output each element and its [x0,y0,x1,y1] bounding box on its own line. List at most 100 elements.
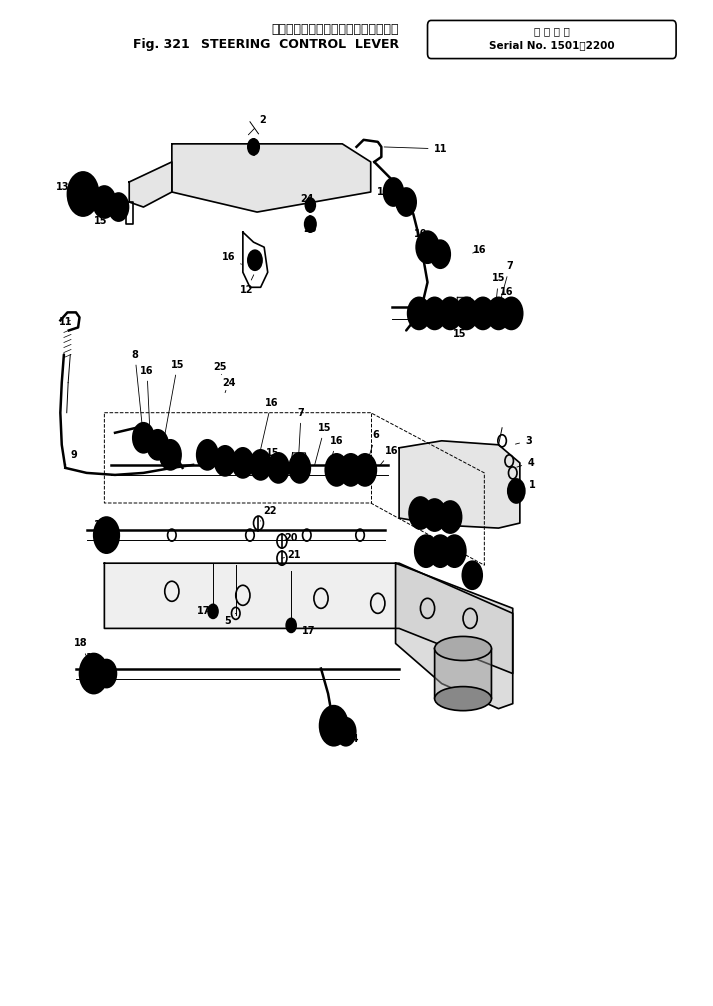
Circle shape [493,307,503,321]
Circle shape [414,307,424,321]
Text: 11: 11 [384,144,447,154]
Circle shape [232,448,254,478]
Polygon shape [104,563,513,674]
Text: 25: 25 [304,224,317,234]
Text: 16: 16 [80,199,101,209]
Text: 14: 14 [347,733,359,743]
Circle shape [133,423,154,453]
Circle shape [336,717,356,745]
Ellipse shape [435,686,491,710]
Text: 16: 16 [222,253,242,265]
Circle shape [93,517,119,553]
Circle shape [76,184,90,204]
Circle shape [422,239,434,256]
Text: 24: 24 [222,377,235,392]
Text: 6: 6 [366,430,379,467]
Circle shape [389,185,399,199]
Text: 5: 5 [224,614,236,627]
Text: 15: 15 [266,448,280,466]
Circle shape [461,307,471,321]
Circle shape [500,298,523,329]
Circle shape [443,535,466,567]
Text: 22: 22 [260,506,277,521]
Circle shape [96,660,116,687]
Text: 17: 17 [197,607,210,617]
Text: 15: 15 [434,540,447,550]
Ellipse shape [435,637,491,661]
Text: 18: 18 [74,639,93,671]
Circle shape [384,178,404,206]
Text: 16: 16 [376,187,394,202]
Text: 9: 9 [66,450,77,465]
Circle shape [430,307,440,321]
Circle shape [429,535,451,567]
Circle shape [250,450,271,480]
Text: 2: 2 [248,115,266,135]
Text: 13: 13 [467,570,481,580]
Text: 16: 16 [473,245,486,256]
Text: 21: 21 [282,550,301,560]
Text: 4: 4 [517,458,534,468]
Circle shape [304,216,316,232]
Text: Fig. 321: Fig. 321 [133,38,190,51]
Text: 12: 12 [240,275,254,296]
Circle shape [424,499,446,531]
Circle shape [160,440,181,470]
Text: STEERING  CONTROL  LEVER: STEERING CONTROL LEVER [200,38,399,51]
Text: 11: 11 [58,318,72,327]
Circle shape [431,240,450,269]
Circle shape [471,298,494,329]
Text: 25: 25 [213,361,227,374]
Circle shape [409,497,432,529]
Polygon shape [290,453,308,475]
Circle shape [401,195,411,209]
Text: 19: 19 [94,520,111,535]
Text: 13: 13 [56,182,78,193]
Text: 16: 16 [379,446,399,466]
Text: Serial No. 1501～2200: Serial No. 1501～2200 [489,40,615,50]
Polygon shape [456,298,473,322]
Text: 17: 17 [294,627,315,637]
Text: 15: 15 [492,274,506,310]
Polygon shape [172,144,371,212]
Text: 15: 15 [450,322,466,339]
Text: 15: 15 [94,211,113,226]
Text: 14: 14 [86,654,105,672]
Circle shape [462,561,482,590]
Polygon shape [435,644,491,703]
Text: 15: 15 [314,423,332,465]
Circle shape [80,654,108,693]
Circle shape [478,307,488,321]
Text: 18: 18 [327,716,341,726]
Text: 16: 16 [329,436,344,467]
Circle shape [439,501,461,533]
Circle shape [506,307,516,321]
Text: 3: 3 [515,436,532,446]
Polygon shape [399,441,520,528]
Circle shape [248,139,260,155]
Circle shape [215,446,236,476]
Circle shape [446,307,455,321]
Circle shape [508,479,525,503]
Circle shape [408,298,431,329]
Text: 24: 24 [300,194,314,204]
Circle shape [147,430,168,460]
Text: 7: 7 [298,407,304,460]
Text: ステアリング　コントロール　レバー: ステアリング コントロール レバー [272,23,399,36]
Text: 適 用 号 機: 適 用 号 機 [534,26,570,36]
Text: 15: 15 [394,200,408,210]
Circle shape [319,705,348,745]
Circle shape [305,198,315,212]
Circle shape [93,186,116,218]
Circle shape [415,535,438,567]
Text: 23: 23 [100,535,113,548]
Circle shape [208,605,218,619]
Circle shape [325,454,348,486]
Circle shape [439,298,461,329]
Circle shape [248,250,262,271]
Circle shape [289,453,310,483]
Circle shape [267,453,289,483]
Circle shape [339,454,362,486]
Circle shape [68,172,98,216]
Circle shape [396,188,416,216]
